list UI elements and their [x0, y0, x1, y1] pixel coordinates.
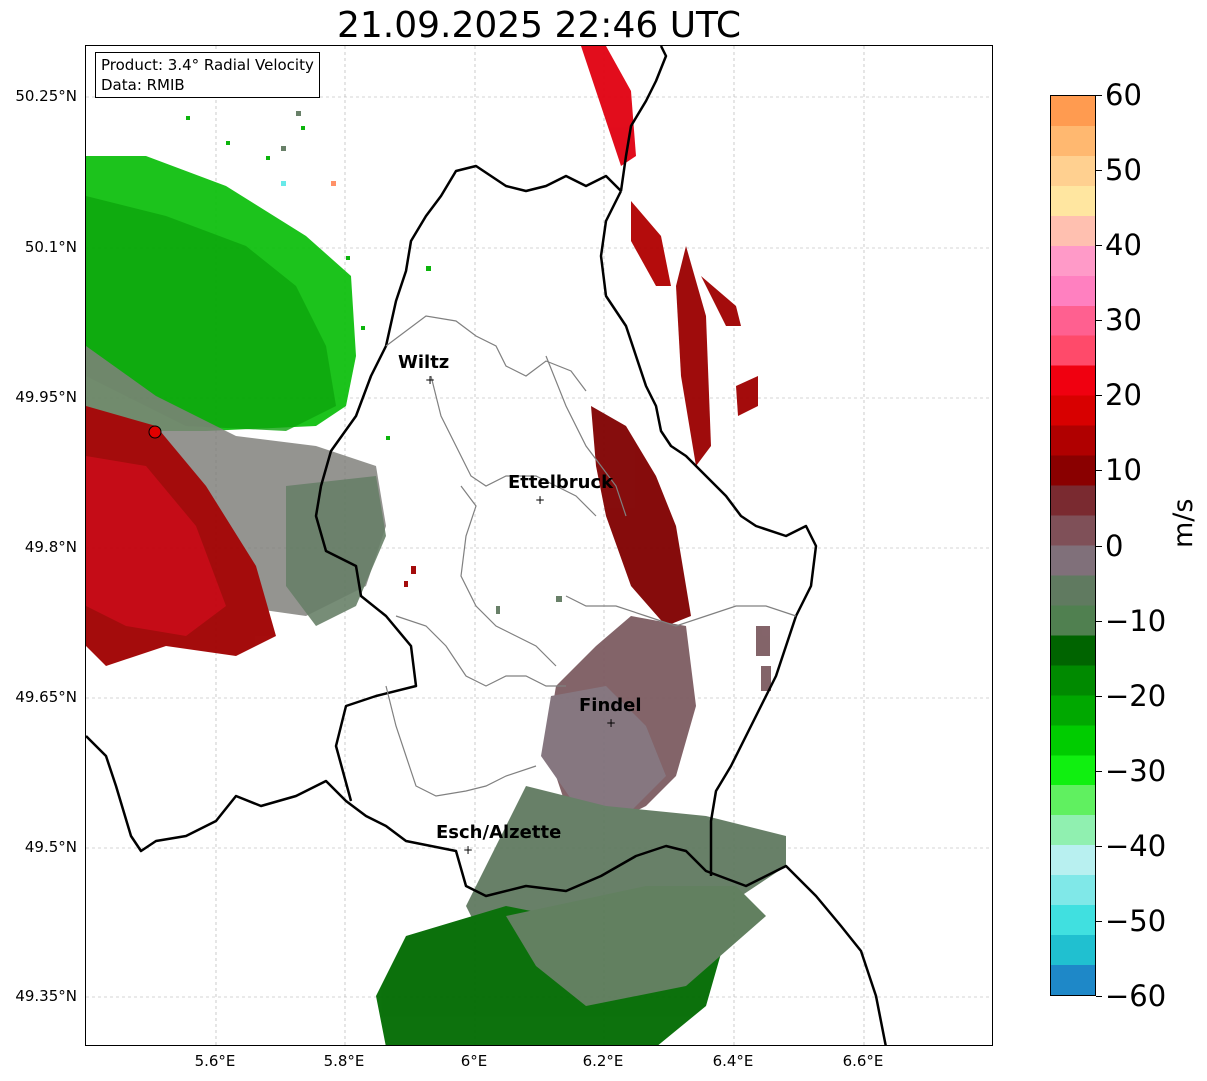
lat-tick: 49.65°N	[15, 688, 77, 706]
radar-echoes	[86, 46, 786, 1045]
city-esch-alzette: Esch/Alzette +	[436, 822, 561, 857]
velocity-colorbar	[1050, 95, 1096, 996]
colorbar-tick-label: −10	[1105, 603, 1167, 638]
product-label: Product: 3.4° Radial Velocity	[101, 56, 314, 74]
colorbar-tick-label: −20	[1105, 678, 1167, 713]
colorbar-tick-label: −60	[1105, 979, 1167, 1013]
colorbar-tick-mark	[1096, 620, 1102, 622]
colorbar-tick-label: 10	[1105, 453, 1142, 488]
lat-tick: 49.8°N	[24, 538, 77, 556]
colorbar-tick-label: −50	[1105, 903, 1167, 938]
canton-borders	[385, 315, 797, 797]
svg-text:Ettelbruck: Ettelbruck	[508, 472, 614, 493]
lat-tick: 49.35°N	[15, 987, 77, 1005]
svg-text:+: +	[463, 843, 473, 857]
city-markers: Wiltz + Ettelbruck + Findel + Esch/Alzet…	[398, 352, 642, 857]
colorbar-tick-mark	[1096, 170, 1102, 172]
svg-text:+: +	[425, 373, 435, 387]
country-borders	[86, 46, 887, 1045]
colorbar-tick-mark	[1096, 320, 1102, 322]
colorbar-tick-label: 40	[1105, 228, 1142, 263]
radar-map[interactable]: Wiltz + Ettelbruck + Findel + Esch/Alzet…	[85, 45, 993, 1046]
svg-text:Wiltz: Wiltz	[398, 352, 449, 373]
colorbar-tick-mark	[1096, 245, 1102, 247]
lon-tick: 6.2°E	[582, 1052, 624, 1070]
colorbar-tick-label: 30	[1105, 303, 1142, 338]
colorbar-tick-label: 60	[1105, 78, 1142, 112]
data-source-label: Data: RMIB	[101, 76, 185, 94]
colorbar-tick-label: 0	[1105, 528, 1124, 563]
product-info-box: Product: 3.4° Radial Velocity Data: RMIB	[95, 52, 320, 98]
lon-tick: 5.8°E	[323, 1052, 365, 1070]
lat-tick: 49.5°N	[24, 838, 77, 856]
svg-text:Findel: Findel	[579, 695, 642, 716]
city-ettelbruck: Ettelbruck +	[508, 472, 614, 507]
colorbar-tick-mark	[1096, 845, 1102, 847]
colorbar-tick-label: 20	[1105, 378, 1142, 413]
colorbar-tick-mark	[1096, 395, 1102, 397]
lon-tick: 6.6°E	[842, 1052, 884, 1070]
colorbar-tick-mark	[1096, 95, 1102, 96]
lon-tick: 5.6°E	[194, 1052, 236, 1070]
colorbar-tick-label: −40	[1105, 828, 1167, 863]
city-wiltz: Wiltz +	[398, 352, 449, 387]
colorbar-tick-mark	[1096, 770, 1102, 772]
colorbar-unit-label: m/s	[1168, 498, 1199, 548]
svg-text:+: +	[535, 493, 545, 507]
colorbar-tick-mark	[1096, 470, 1102, 472]
colorbar-tick-label: −30	[1105, 753, 1167, 788]
lat-tick: 50.1°N	[24, 238, 77, 256]
colorbar-tick-label: 50	[1105, 153, 1142, 188]
lon-tick: 6°E	[460, 1052, 488, 1070]
colorbar-tick-mark	[1096, 920, 1102, 922]
lon-tick: 6.4°E	[712, 1052, 754, 1070]
city-findel: Findel +	[579, 695, 642, 730]
radar-site-marker	[148, 425, 162, 439]
svg-text:+: +	[606, 716, 616, 730]
svg-text:Esch/Alzette: Esch/Alzette	[436, 822, 561, 843]
colorbar-tick-mark	[1096, 545, 1102, 547]
map-title: 21.09.2025 22:46 UTC	[336, 5, 742, 46]
lat-tick: 50.25°N	[15, 87, 77, 105]
map-canvas: Wiltz + Ettelbruck + Findel + Esch/Alzet…	[86, 46, 992, 1045]
colorbar-tick-mark	[1096, 695, 1102, 697]
lat-tick: 49.95°N	[15, 388, 77, 406]
colorbar-tick-mark	[1096, 996, 1102, 997]
